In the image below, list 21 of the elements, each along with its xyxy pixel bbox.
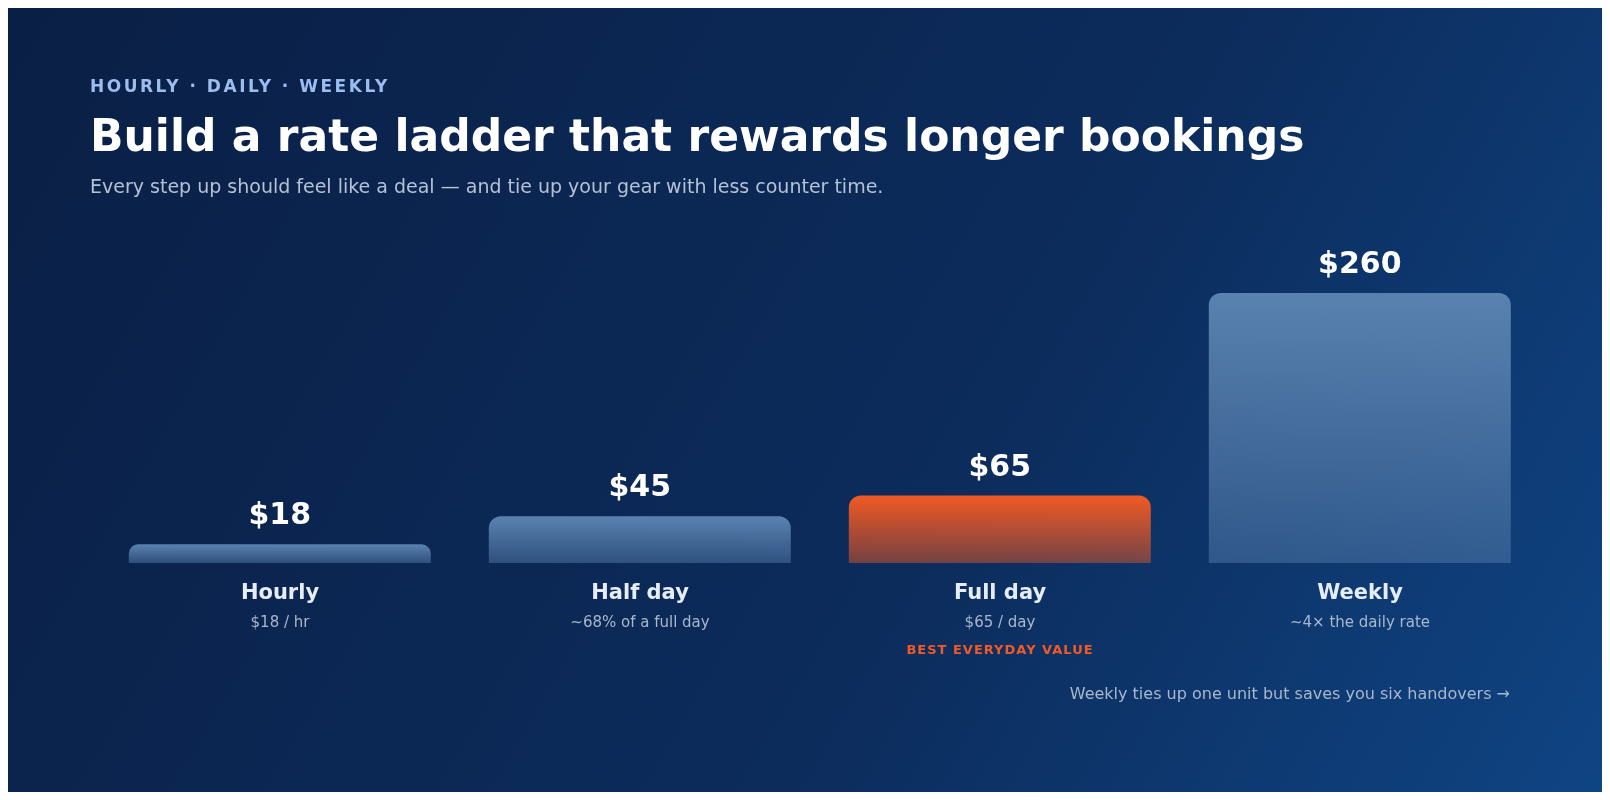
text: HOURLY · DAILY · WEEKLY: [90, 76, 391, 96]
text: $18 / hr: [250, 613, 311, 631]
data-label: $260: [1318, 245, 1402, 280]
text: ~4× the daily rate: [1290, 613, 1430, 631]
bar: [1208, 293, 1511, 563]
bar: [848, 495, 1151, 563]
data-label: $45: [608, 468, 672, 504]
chart-title: Build a rate ladder that rewards longer bookings: [90, 110, 1305, 161]
text: ~68% of a full day: [570, 613, 710, 631]
x-tick-label: Full day: [953, 580, 1047, 604]
text: $65 / day: [964, 613, 1036, 631]
x-tick-label: Weekly: [1317, 580, 1404, 604]
bar: [488, 516, 791, 563]
chart-subtitle: Every step up should feel like a deal — and tie up your gear with less counter time.: [90, 175, 885, 197]
text: BEST EVERYDAY VALUE: [906, 642, 1094, 657]
text: Weekly ties up one unit but saves you six handovers →: [1069, 684, 1510, 703]
data-label: $65: [968, 447, 1032, 483]
bar: [128, 544, 431, 563]
data-label: $18: [248, 496, 312, 532]
x-tick-label: Hourly: [240, 580, 320, 604]
x-tick-label: Half day: [591, 580, 690, 604]
